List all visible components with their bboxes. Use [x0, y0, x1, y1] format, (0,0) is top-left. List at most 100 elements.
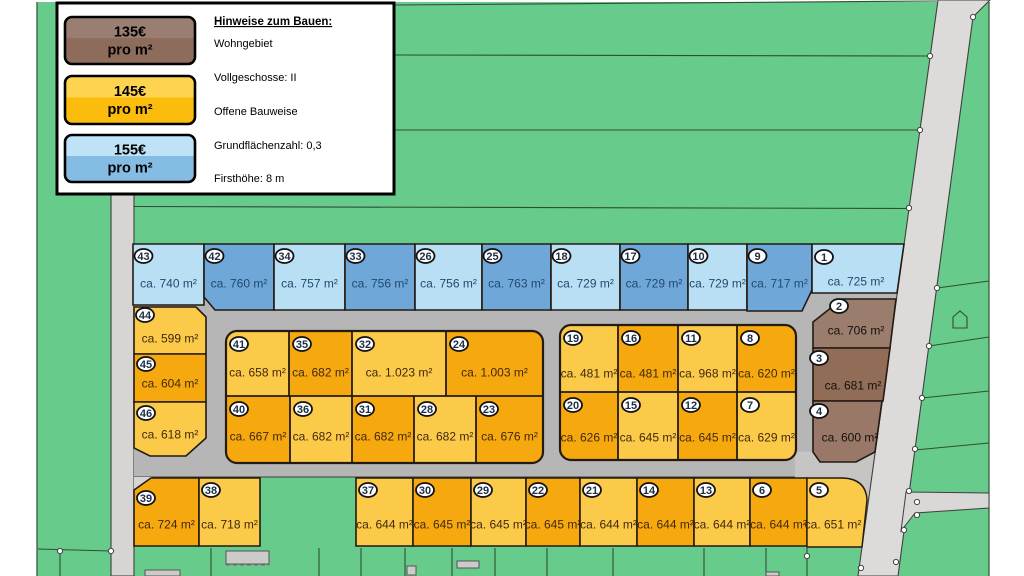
svg-text:4: 4 [816, 406, 823, 418]
svg-text:37: 37 [362, 485, 374, 497]
svg-text:6: 6 [759, 485, 765, 497]
svg-text:38: 38 [205, 485, 217, 497]
svg-text:Offene Bauweise: Offene Bauweise [214, 106, 298, 118]
svg-text:43: 43 [137, 251, 149, 263]
svg-text:16: 16 [625, 333, 637, 345]
svg-text:ca. 968 m²: ca. 968 m² [679, 367, 736, 381]
svg-text:ca. 644 m²: ca. 644 m² [580, 518, 637, 532]
svg-text:46: 46 [140, 408, 152, 420]
svg-text:ca. 682 m²: ca. 682 m² [293, 430, 350, 444]
svg-text:155€: 155€ [114, 143, 146, 159]
svg-text:Hinweise zum Bauen:: Hinweise zum Bauen: [214, 16, 332, 28]
svg-text:ca. 718 m²: ca. 718 m² [201, 518, 258, 532]
svg-text:31: 31 [359, 404, 371, 416]
svg-text:ca. 644 m²: ca. 644 m² [637, 518, 694, 532]
svg-text:5: 5 [816, 485, 822, 497]
svg-text:ca. 651 m²: ca. 651 m² [805, 518, 862, 532]
svg-text:ca. 1.023 m²: ca. 1.023 m² [366, 366, 433, 380]
svg-text:25: 25 [486, 251, 498, 263]
svg-text:ca. 644 m²: ca. 644 m² [356, 518, 413, 532]
svg-text:ca. 676 m²: ca. 676 m² [481, 430, 538, 444]
svg-text:ca. 756 m²: ca. 756 m² [420, 277, 477, 291]
svg-text:36: 36 [297, 404, 309, 416]
svg-text:Wohngebiet: Wohngebiet [214, 38, 273, 50]
svg-text:1: 1 [821, 252, 827, 264]
svg-text:pro m²: pro m² [107, 102, 152, 118]
svg-text:ca. 729 m²: ca. 729 m² [557, 277, 614, 291]
svg-text:15: 15 [625, 400, 637, 412]
svg-text:ca. 644 m²: ca. 644 m² [750, 518, 807, 532]
svg-text:13: 13 [700, 485, 712, 497]
svg-text:135€: 135€ [114, 25, 146, 41]
svg-text:8: 8 [747, 333, 753, 345]
svg-text:ca. 740 m²: ca. 740 m² [140, 277, 197, 291]
svg-text:26: 26 [419, 251, 431, 263]
svg-text:30: 30 [419, 485, 431, 497]
svg-text:ca. 645 m²: ca. 645 m² [414, 518, 471, 532]
svg-text:40: 40 [233, 404, 245, 416]
svg-text:ca. 481 m²: ca. 481 m² [561, 367, 618, 381]
svg-text:ca. 604 m²: ca. 604 m² [142, 377, 199, 391]
svg-text:ca. 724 m²: ca. 724 m² [138, 518, 195, 532]
svg-text:pro m²: pro m² [107, 43, 152, 59]
svg-text:41: 41 [233, 339, 245, 351]
svg-text:ca. 1.003 m²: ca. 1.003 m² [461, 366, 528, 380]
svg-text:34: 34 [278, 251, 291, 263]
svg-text:45: 45 [140, 359, 152, 371]
svg-text:39: 39 [140, 493, 152, 505]
svg-text:19: 19 [567, 333, 579, 345]
svg-text:12: 12 [685, 400, 697, 412]
svg-text:11: 11 [685, 333, 697, 345]
svg-text:10: 10 [692, 251, 704, 263]
svg-text:ca. 706 m²: ca. 706 m² [828, 324, 885, 338]
svg-text:ca. 667 m²: ca. 667 m² [230, 430, 287, 444]
svg-text:ca. 725 m²: ca. 725 m² [828, 275, 885, 289]
svg-text:ca. 729 m²: ca. 729 m² [689, 277, 746, 291]
svg-text:29: 29 [477, 485, 489, 497]
svg-text:ca. 645 m²: ca. 645 m² [525, 518, 582, 532]
svg-text:ca. 481 m²: ca. 481 m² [620, 367, 677, 381]
svg-text:pro m²: pro m² [107, 161, 152, 177]
svg-text:2: 2 [836, 301, 842, 313]
svg-text:17: 17 [624, 251, 636, 263]
svg-text:Grundflächenzahl: 0,3: Grundflächenzahl: 0,3 [214, 140, 322, 152]
svg-text:Firsthöhe: 8 m: Firsthöhe: 8 m [214, 173, 284, 185]
svg-text:ca. 682 m²: ca. 682 m² [292, 366, 349, 380]
svg-text:28: 28 [421, 404, 433, 416]
svg-text:33: 33 [349, 251, 361, 263]
svg-text:ca. 682 m²: ca. 682 m² [355, 430, 412, 444]
svg-text:ca. 599 m²: ca. 599 m² [142, 332, 199, 346]
svg-text:9: 9 [754, 251, 760, 263]
svg-text:ca. 757 m²: ca. 757 m² [281, 277, 338, 291]
svg-text:21: 21 [586, 485, 598, 497]
svg-text:ca. 682 m²: ca. 682 m² [417, 430, 474, 444]
svg-text:14: 14 [643, 485, 656, 497]
svg-text:ca. 600 m²: ca. 600 m² [822, 431, 879, 445]
svg-text:ca. 760 m²: ca. 760 m² [211, 277, 268, 291]
svg-text:24: 24 [453, 339, 466, 351]
svg-text:ca. 629 m²: ca. 629 m² [738, 431, 795, 445]
svg-text:ca. 717 m²: ca. 717 m² [751, 277, 808, 291]
svg-text:ca. 763 m²: ca. 763 m² [488, 277, 545, 291]
svg-text:42: 42 [208, 251, 220, 263]
svg-text:ca. 658 m²: ca. 658 m² [229, 366, 286, 380]
svg-text:ca. 645 m²: ca. 645 m² [620, 431, 677, 445]
svg-text:44: 44 [139, 310, 152, 322]
svg-text:32: 32 [359, 339, 371, 351]
svg-text:18: 18 [555, 251, 567, 263]
svg-text:ca. 756 m²: ca. 756 m² [352, 277, 409, 291]
svg-text:ca. 644 m²: ca. 644 m² [694, 518, 751, 532]
svg-text:23: 23 [483, 404, 495, 416]
svg-text:ca. 645 m²: ca. 645 m² [470, 518, 527, 532]
svg-text:ca. 618 m²: ca. 618 m² [142, 428, 199, 442]
svg-text:3: 3 [816, 353, 822, 365]
svg-text:ca. 620 m²: ca. 620 m² [738, 367, 795, 381]
svg-text:22: 22 [532, 485, 544, 497]
svg-text:ca. 729 m²: ca. 729 m² [626, 277, 683, 291]
svg-text:Vollgeschosse: II: Vollgeschosse: II [214, 72, 297, 84]
svg-text:145€: 145€ [114, 84, 146, 100]
svg-text:7: 7 [747, 400, 753, 412]
svg-text:ca. 626 m²: ca. 626 m² [561, 431, 618, 445]
svg-text:35: 35 [296, 339, 308, 351]
svg-text:ca. 645 m²: ca. 645 m² [679, 431, 736, 445]
